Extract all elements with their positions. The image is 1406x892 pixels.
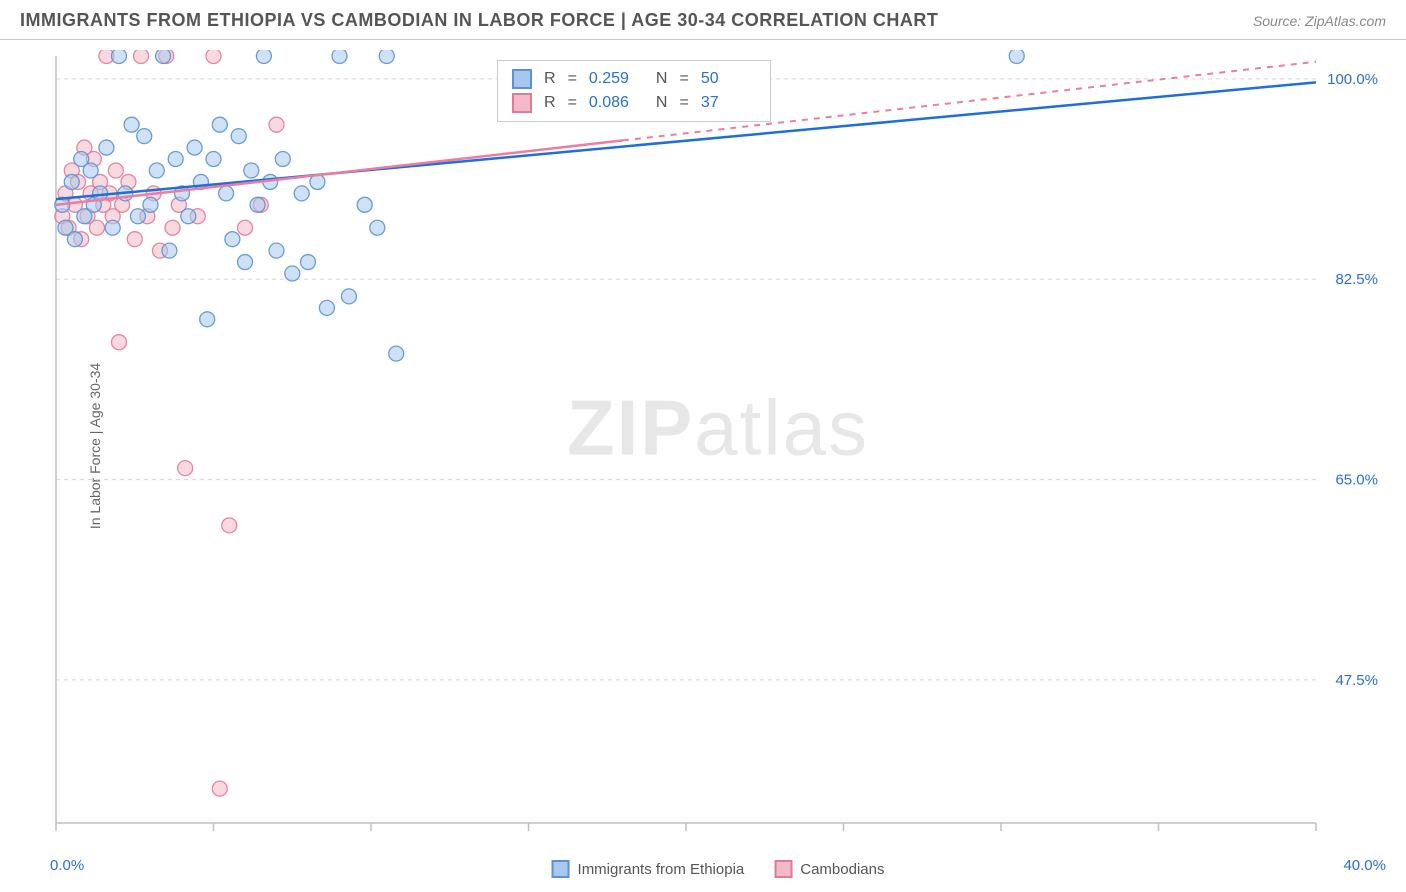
x-axis-max-label: 40.0%	[1343, 857, 1386, 874]
stats-n-value: 50	[701, 70, 756, 88]
correlation-stats-box: R=0.259N=50R=0.086N=37	[497, 60, 771, 122]
legend-swatch-icon	[774, 860, 792, 878]
stats-swatch-icon	[512, 93, 532, 113]
chart-title: IMMIGRANTS FROM ETHIOPIA VS CAMBODIAN IN…	[20, 10, 938, 31]
stats-n-value: 37	[701, 94, 756, 112]
stats-row: R=0.259N=50	[512, 67, 756, 91]
scatter-chart-svg: 47.5% 65.0% 82.5% 100.0%	[50, 50, 1386, 837]
y-tick-label: 65.0%	[1335, 472, 1378, 489]
chart-plot-area: 47.5%65.0%82.5%100.0% ZIPatlas R=0.259N=…	[50, 50, 1386, 837]
source-attribution: Source: ZipAtlas.com	[1253, 13, 1386, 29]
y-tick-label: 82.5%	[1335, 271, 1378, 288]
stats-row: R=0.086N=37	[512, 91, 756, 115]
y-tick-label: 47.5%	[1335, 672, 1378, 689]
legend-item-cambodians: Cambodians	[774, 860, 884, 878]
stats-r-label: R	[544, 94, 556, 112]
x-axis-bar: 0.0% Immigrants from Ethiopia Cambodians…	[50, 842, 1386, 892]
legend-label: Cambodians	[800, 861, 884, 878]
legend-label: Immigrants from Ethiopia	[578, 861, 745, 878]
stats-n-label: N	[656, 94, 668, 112]
legend-item-ethiopia: Immigrants from Ethiopia	[552, 860, 745, 878]
stats-r-label: R	[544, 70, 556, 88]
y-tick-label: 100.0%	[1327, 71, 1378, 88]
chart-header: IMMIGRANTS FROM ETHIOPIA VS CAMBODIAN IN…	[0, 0, 1406, 40]
legend-swatch-icon	[552, 860, 570, 878]
bottom-legend: Immigrants from Ethiopia Cambodians	[552, 860, 885, 878]
stats-r-value: 0.086	[589, 94, 644, 112]
x-axis-min-label: 0.0%	[50, 857, 84, 874]
stats-n-label: N	[656, 70, 668, 88]
stats-r-value: 0.259	[589, 70, 644, 88]
stats-swatch-icon	[512, 69, 532, 89]
